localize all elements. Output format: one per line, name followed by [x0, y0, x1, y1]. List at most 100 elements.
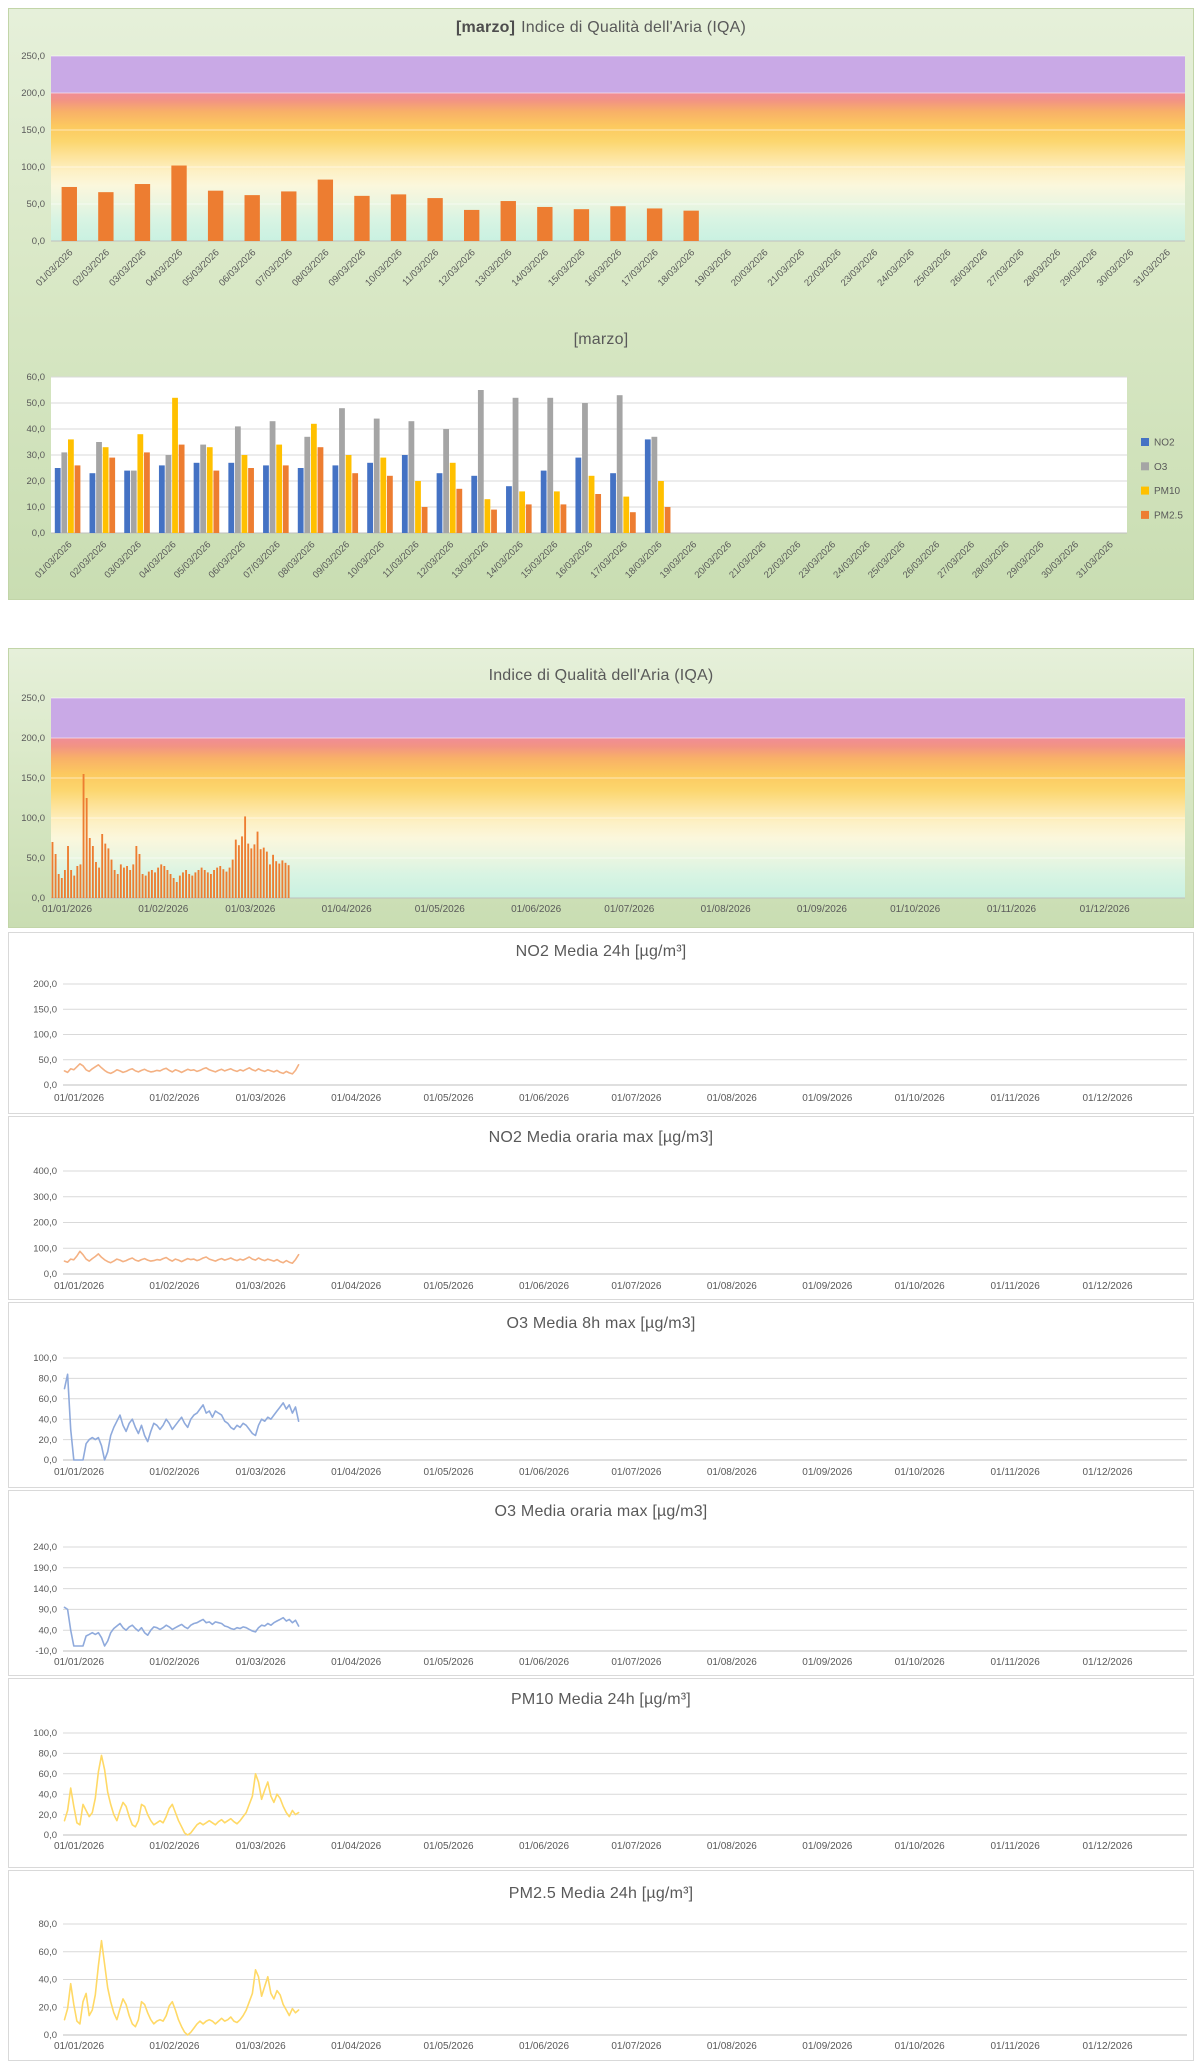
svg-text:10/03/2026: 10/03/2026: [345, 539, 386, 580]
svg-text:01/12/2026: 01/12/2026: [1083, 1093, 1133, 1104]
svg-text:40,0: 40,0: [39, 1625, 58, 1636]
svg-text:14/03/2026: 14/03/2026: [510, 247, 551, 288]
svg-text:01/06/2026: 01/06/2026: [519, 1281, 569, 1292]
svg-text:12/03/2026: 12/03/2026: [436, 247, 477, 288]
svg-text:PM2.5: PM2.5: [1154, 510, 1183, 521]
svg-text:20/03/2026: 20/03/2026: [729, 247, 770, 288]
iqa_marzo-plot: 0,0 50,0 100,0 150,0 200,0 250,0 01/03/202602/…: [21, 51, 1185, 289]
svg-text:01/09/2026: 01/09/2026: [802, 1093, 852, 1104]
pm10-panel: PM10 Media 24h [µg/m³] 0,0 20,0 40,0 60,0 80…: [8, 1678, 1194, 1868]
svg-text:01/01/2026: 01/01/2026: [54, 1467, 104, 1478]
svg-text:01/07/2026: 01/07/2026: [611, 1841, 661, 1852]
svg-text:01/02/2026: 01/02/2026: [149, 2041, 199, 2052]
series-NO2: [54, 439, 651, 533]
svg-text:01/09/2026: 01/09/2026: [802, 1657, 852, 1668]
x-axis-month-labels: 01/01/2026 01/02/2026 01/03/2026 01/04/2026…: [54, 1657, 1133, 1668]
svg-text:15/03/2026: 15/03/2026: [546, 247, 587, 288]
pm10-chart: 0,0 20,0 40,0 60,0 80,0 100,0 01/01/2026 01/02/…: [9, 1679, 1195, 1874]
svg-text:0,0: 0,0: [32, 236, 45, 247]
x-axis-month-labels: 01/01/2026 01/02/2026 01/03/2026 01/04/2026…: [42, 904, 1130, 915]
svg-text:01/12/2026: 01/12/2026: [1083, 1657, 1133, 1668]
pm25-panel: PM2.5 Media 24h [µg/m³] 0,0 20,0 40,0 60,0 8…: [8, 1870, 1194, 2061]
svg-text:01/07/2026: 01/07/2026: [604, 904, 654, 915]
svg-text:100,0: 100,0: [21, 162, 45, 173]
svg-text:01/10/2026: 01/10/2026: [895, 1093, 945, 1104]
svg-text:30,0: 30,0: [27, 450, 46, 461]
svg-text:01/09/2026: 01/09/2026: [802, 2041, 852, 2052]
svg-text:0,0: 0,0: [44, 1080, 57, 1091]
no2_24h-plot: 0,0 50,0 100,0 150,0 200,0 01/01/2026 01/02/20…: [33, 979, 1187, 1104]
no2-24h-title: NO2 Media 24h [µg/m³]: [515, 943, 687, 960]
svg-text:01/02/2026: 01/02/2026: [149, 1281, 199, 1292]
svg-text:01/08/2026: 01/08/2026: [707, 1281, 757, 1292]
svg-text:01/03/2026: 01/03/2026: [236, 1841, 286, 1852]
data-line: [63, 1063, 300, 1075]
svg-text:22/03/2026: 22/03/2026: [802, 247, 843, 288]
svg-text:0,0: 0,0: [32, 893, 45, 904]
svg-text:150,0: 150,0: [21, 773, 45, 784]
svg-text:08/03/2026: 08/03/2026: [290, 247, 331, 288]
march-pollutants-title: [marzo]: [573, 331, 629, 348]
svg-text:0,0: 0,0: [32, 528, 45, 539]
no2-max-chart: 0,0 100,0 200,0 300,0 400,0 01/01/2026 01/02/2…: [9, 1117, 1195, 1306]
svg-text:40,0: 40,0: [39, 1975, 58, 1986]
year-iqa-panel: Indice di Qualità dell'Aria (IQA) 0,0 50,…: [8, 648, 1194, 928]
svg-text:24/03/2026: 24/03/2026: [875, 247, 916, 288]
pm25-title: PM2.5 Media 24h [µg/m³]: [508, 1885, 694, 1902]
svg-text:01/12/2026: 01/12/2026: [1083, 1281, 1133, 1292]
o3_8h-plot: 0,0 20,0 40,0 60,0 80,0 100,0 01/01/2026 01/02/…: [33, 1353, 1187, 1478]
svg-text:150,0: 150,0: [33, 1004, 57, 1015]
svg-text:01/03/2026: 01/03/2026: [236, 1093, 286, 1104]
svg-text:01/04/2026: 01/04/2026: [331, 1281, 381, 1292]
svg-text:01/09/2026: 01/09/2026: [802, 1281, 852, 1292]
no2-max-title: NO2 Media oraria max [µg/m3]: [488, 1129, 714, 1146]
svg-text:01/01/2026: 01/01/2026: [42, 904, 92, 915]
svg-text:29/03/2026: 29/03/2026: [1058, 247, 1099, 288]
svg-text:200,0: 200,0: [21, 88, 45, 99]
svg-text:40,0: 40,0: [39, 1414, 58, 1425]
march-iqa-chart: 0,0 50,0 100,0 150,0 200,0 250,0 01/03/2026 02/…: [9, 9, 1195, 326]
march-iqa-title: [marzo] Indice di Qualità dell'Aria (IQA): [9, 19, 1193, 37]
svg-text:01/04/2026: 01/04/2026: [331, 1093, 381, 1104]
pm25_24h-plot: 0,020,040,060,080,001/01/2026 01/02/2026 0…: [39, 1919, 1187, 2052]
march-pollutants-chart: 0,0 10,0 20,0 30,0 40,0 50,0 60,0 01/03/2026 02/…: [9, 321, 1195, 606]
svg-text:01/06/2026: 01/06/2026: [519, 1467, 569, 1478]
svg-text:01/01/2026: 01/01/2026: [54, 2041, 104, 2052]
march-iqa-title-prefix: [marzo]: [455, 19, 516, 36]
svg-text:01/10/2026: 01/10/2026: [890, 904, 940, 915]
svg-text:01/11/2026: 01/11/2026: [990, 1467, 1040, 1478]
svg-text:40,0: 40,0: [39, 1789, 58, 1800]
svg-text:01/08/2026: 01/08/2026: [707, 1093, 757, 1104]
svg-text:200,0: 200,0: [21, 733, 45, 744]
svg-text:01/03/2026: 01/03/2026: [34, 247, 75, 288]
svg-text:21/03/2026: 21/03/2026: [766, 247, 807, 288]
svg-text:01/09/2026: 01/09/2026: [802, 1841, 852, 1852]
svg-text:30/03/2026: 30/03/2026: [1095, 247, 1136, 288]
data-line: [63, 1939, 300, 2036]
svg-text:PM10: PM10: [1154, 486, 1181, 497]
data-line: [63, 1606, 300, 1647]
svg-text:NO2: NO2: [1154, 438, 1175, 449]
svg-text:03/03/2026: 03/03/2026: [107, 247, 148, 288]
svg-text:100,0: 100,0: [33, 1243, 57, 1254]
svg-text:01/10/2026: 01/10/2026: [895, 1467, 945, 1478]
svg-text:100,0: 100,0: [33, 1030, 57, 1041]
svg-text:01/07/2026: 01/07/2026: [611, 2041, 661, 2052]
svg-text:19/03/2026: 19/03/2026: [692, 247, 733, 288]
o3-8h-title: O3 Media 8h max [µg/m3]: [506, 1315, 696, 1332]
svg-text:01/11/2026: 01/11/2026: [990, 2041, 1040, 2052]
svg-text:01/03/2026: 01/03/2026: [236, 2041, 286, 2052]
svg-text:01/08/2026: 01/08/2026: [707, 1657, 757, 1668]
year-iqa-chart: 0,0 50,0 100,0 150,0 200,0 250,0 01/01/2026 01/…: [9, 649, 1195, 934]
series-PM10: [68, 397, 664, 533]
svg-text:60,0: 60,0: [39, 1394, 58, 1405]
svg-text:01/08/2026: 01/08/2026: [707, 1467, 757, 1478]
data-line: [63, 1373, 300, 1461]
x-axis-month-labels: 01/01/2026 01/02/2026 01/03/2026 01/04/2026…: [54, 1841, 1133, 1852]
svg-text:01/03/2026: 01/03/2026: [236, 1657, 286, 1668]
svg-text:80,0: 80,0: [39, 1749, 58, 1760]
year-iqa-title: Indice di Qualità dell'Aria (IQA): [488, 667, 714, 684]
svg-text:20,0: 20,0: [39, 1810, 58, 1821]
